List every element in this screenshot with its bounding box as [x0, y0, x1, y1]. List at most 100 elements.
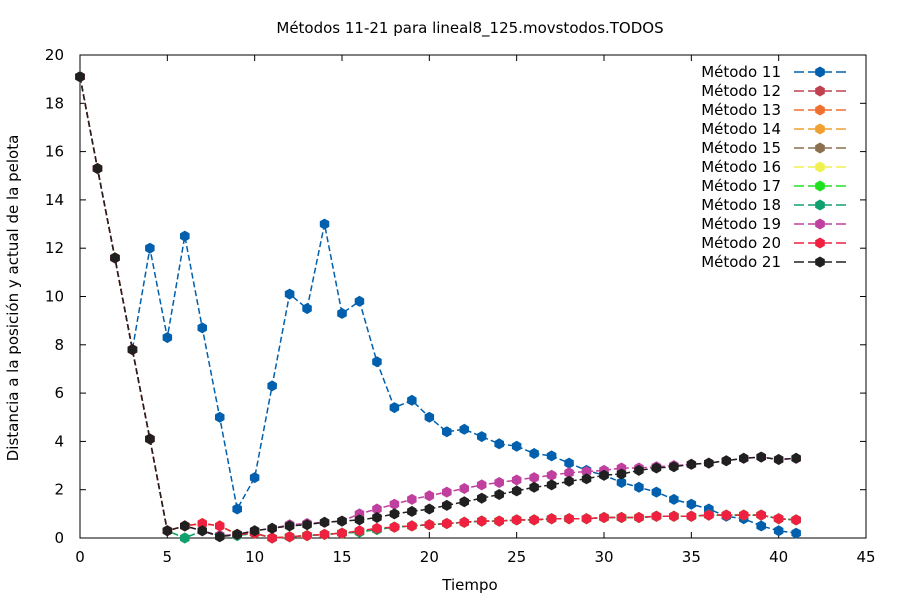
series-13: [75, 71, 801, 544]
data-point: [494, 438, 504, 450]
data-point: [721, 509, 731, 521]
series-line: [79, 76, 797, 539]
series-20: [75, 71, 801, 544]
legend-item: Método 19: [701, 215, 846, 233]
legend-marker: [815, 123, 825, 135]
x-tick-label: 30: [594, 548, 613, 566]
series-19: [75, 71, 801, 542]
data-point: [651, 486, 662, 498]
data-point: [354, 514, 365, 526]
y-tick-label: 20: [45, 46, 64, 64]
data-point: [546, 513, 557, 525]
data-point: [197, 518, 207, 529]
data-point: [249, 525, 260, 537]
data-point: [791, 514, 801, 526]
data-point: [616, 512, 627, 523]
data-point: [267, 380, 277, 392]
data-point: [407, 505, 417, 517]
legend-label: Método 20: [701, 234, 781, 252]
data-point: [337, 527, 347, 539]
data-point: [267, 532, 277, 544]
data-point: [564, 467, 574, 479]
data-point: [773, 513, 784, 525]
data-point: [616, 468, 627, 480]
data-point: [686, 458, 697, 470]
data-point: [284, 288, 295, 300]
data-point: [284, 520, 295, 532]
data-point: [756, 451, 766, 463]
x-tick-label: 10: [245, 548, 264, 566]
data-point: [739, 509, 749, 521]
data-point: [424, 519, 435, 531]
data-point: [477, 515, 487, 527]
data-point: [494, 489, 504, 500]
data-point: [337, 307, 347, 319]
data-point: [442, 499, 452, 511]
legend-item: Método 16: [701, 158, 846, 176]
data-point: [791, 527, 801, 539]
data-point: [232, 503, 242, 515]
data-point: [215, 520, 225, 532]
plot-area: 0 5 10 15 20 25 30 35 40 45 0 2 4 6 8 10 12 14 16 18 20: [45, 46, 876, 566]
data-point: [651, 510, 662, 522]
data-point: [529, 472, 539, 484]
legend-marker: [815, 85, 825, 97]
x-tick-label: 5: [163, 548, 173, 566]
data-point: [529, 481, 539, 493]
legend-label: Método 19: [701, 215, 781, 233]
data-point: [756, 520, 766, 532]
data-point: [424, 490, 435, 502]
x-tick-label: 15: [332, 548, 351, 566]
data-point: [442, 518, 452, 529]
data-point: [372, 503, 382, 515]
series-line: [79, 76, 797, 539]
x-tick-label: 0: [75, 548, 85, 566]
data-point: [704, 509, 714, 521]
y-tick-label: 18: [45, 94, 64, 112]
data-point: [372, 356, 382, 368]
data-point: [739, 452, 749, 464]
data-point: [319, 218, 330, 230]
x-tick-label: 45: [856, 548, 875, 566]
data-point: [773, 525, 784, 537]
legend-item: Método 20: [701, 234, 846, 252]
series-line: [79, 76, 797, 539]
series-line: [79, 76, 797, 539]
data-point: [145, 433, 155, 445]
data-point: [616, 477, 627, 488]
legend-marker: [815, 104, 825, 116]
data-point: [232, 528, 242, 540]
data-point: [267, 522, 277, 534]
y-tick-label: 14: [45, 191, 64, 209]
y-tick-label: 12: [45, 239, 64, 257]
data-point: [424, 503, 435, 515]
data-point: [529, 514, 539, 526]
data-point: [110, 252, 120, 264]
data-point: [407, 520, 417, 532]
legend-item: Método 12: [701, 82, 846, 100]
legend-label: Método 16: [701, 158, 781, 176]
data-point: [704, 457, 714, 469]
legend-label: Método 21: [701, 253, 781, 271]
data-point: [529, 448, 539, 459]
legend-item: Método 15: [701, 139, 846, 157]
legend-marker: [815, 199, 825, 211]
data-point: [302, 530, 312, 542]
data-point: [180, 520, 190, 532]
data-point: [686, 498, 697, 510]
data-point: [442, 486, 452, 498]
data-point: [389, 521, 400, 533]
data-point: [302, 519, 312, 531]
x-tick-label: 40: [769, 548, 788, 566]
data-point: [686, 510, 697, 522]
y-axis-label: Distancia a la posición y actual de la p…: [4, 135, 22, 462]
data-point: [127, 344, 138, 356]
y-tick-label: 16: [45, 143, 64, 161]
data-point: [162, 525, 173, 537]
series-line: [79, 76, 797, 534]
legend-item: Método 21: [701, 253, 846, 271]
data-point: [477, 431, 487, 443]
data-point: [634, 512, 644, 523]
data-point: [669, 461, 679, 473]
legend-label: Método 12: [701, 82, 781, 100]
